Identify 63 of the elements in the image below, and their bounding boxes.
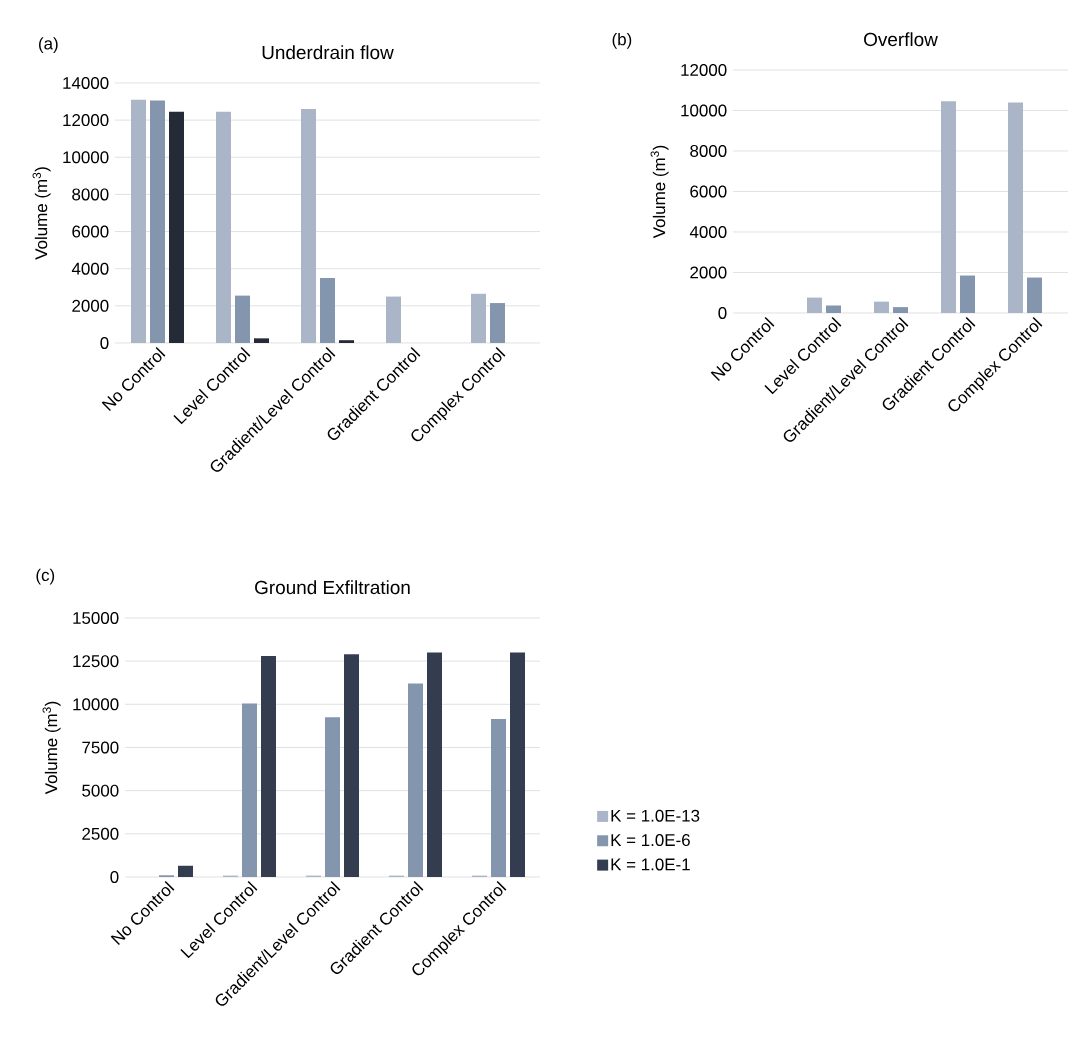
text: (c) (36, 568, 55, 585)
y-tick-label: 0 (110, 870, 119, 883)
bar (960, 275, 976, 313)
bar (131, 99, 147, 343)
bar (1027, 277, 1043, 313)
bar (408, 683, 424, 877)
y-tick-label: 10000 (681, 104, 727, 117)
bar (826, 305, 842, 313)
bar (339, 340, 355, 343)
y-tick-label: 15000 (73, 611, 119, 624)
y-tick-label: 6000 (72, 225, 109, 238)
y-axis-title: Volume (m$^{3}$) (32, 167, 51, 260)
legend-label: K = 1.0E-13 (611, 809, 700, 822)
bar (169, 111, 185, 343)
bar (941, 101, 957, 313)
bar (427, 652, 443, 877)
y-tick-label: 2000 (690, 266, 727, 279)
y-tick-label: 10000 (63, 151, 109, 164)
y-axis-title: Volume (m$^{3}$) (650, 145, 669, 239)
bar (320, 277, 336, 343)
y-tick-label: 0 (718, 306, 727, 319)
bar (178, 865, 194, 877)
y-tick-label: 0 (100, 336, 109, 349)
chart-title: Overflow (864, 32, 938, 47)
y-tick-label: 6000 (690, 185, 727, 198)
chart-title: Ground Exfiltration (255, 580, 410, 595)
bar (893, 307, 909, 313)
bar (242, 703, 258, 877)
y-tick-label: 5000 (82, 784, 119, 797)
bar (216, 111, 232, 343)
bar (490, 303, 506, 343)
y-tick-label: 8000 (72, 188, 109, 201)
bar (386, 296, 402, 343)
y-tick-label: 14000 (63, 76, 109, 89)
text: (a) (39, 37, 58, 53)
bar (235, 295, 251, 343)
text: (b) (612, 32, 632, 49)
legend-label: K = 1.0E-1 (611, 858, 690, 871)
bar (344, 654, 360, 877)
y-tick-label: 12000 (63, 114, 109, 127)
y-tick-label: 4000 (689, 225, 727, 238)
bar (325, 717, 341, 877)
bar (261, 655, 277, 877)
bar (1008, 102, 1024, 313)
y-tick-label: 10000 (73, 698, 119, 711)
y-tick-label: 8000 (690, 144, 727, 157)
bar (807, 297, 823, 313)
bar (254, 338, 270, 343)
y-tick-label: 2500 (82, 827, 119, 840)
y-tick-label: 12000 (681, 63, 727, 76)
legend-label: K = 1.0E-6 (611, 834, 690, 847)
bar (150, 100, 166, 343)
bar (491, 718, 507, 877)
bar (471, 293, 487, 343)
bar (301, 108, 317, 343)
y-tick-label: 12500 (73, 655, 119, 668)
chart-title: Underdrain flow (262, 45, 394, 60)
bar (510, 652, 526, 877)
y-tick-label: 4000 (71, 262, 109, 275)
y-tick-label: 2000 (72, 299, 109, 312)
y-tick-label: 7500 (82, 741, 119, 754)
y-axis-title: Volume (m$^{3}$) (42, 701, 61, 795)
bar (874, 301, 890, 313)
